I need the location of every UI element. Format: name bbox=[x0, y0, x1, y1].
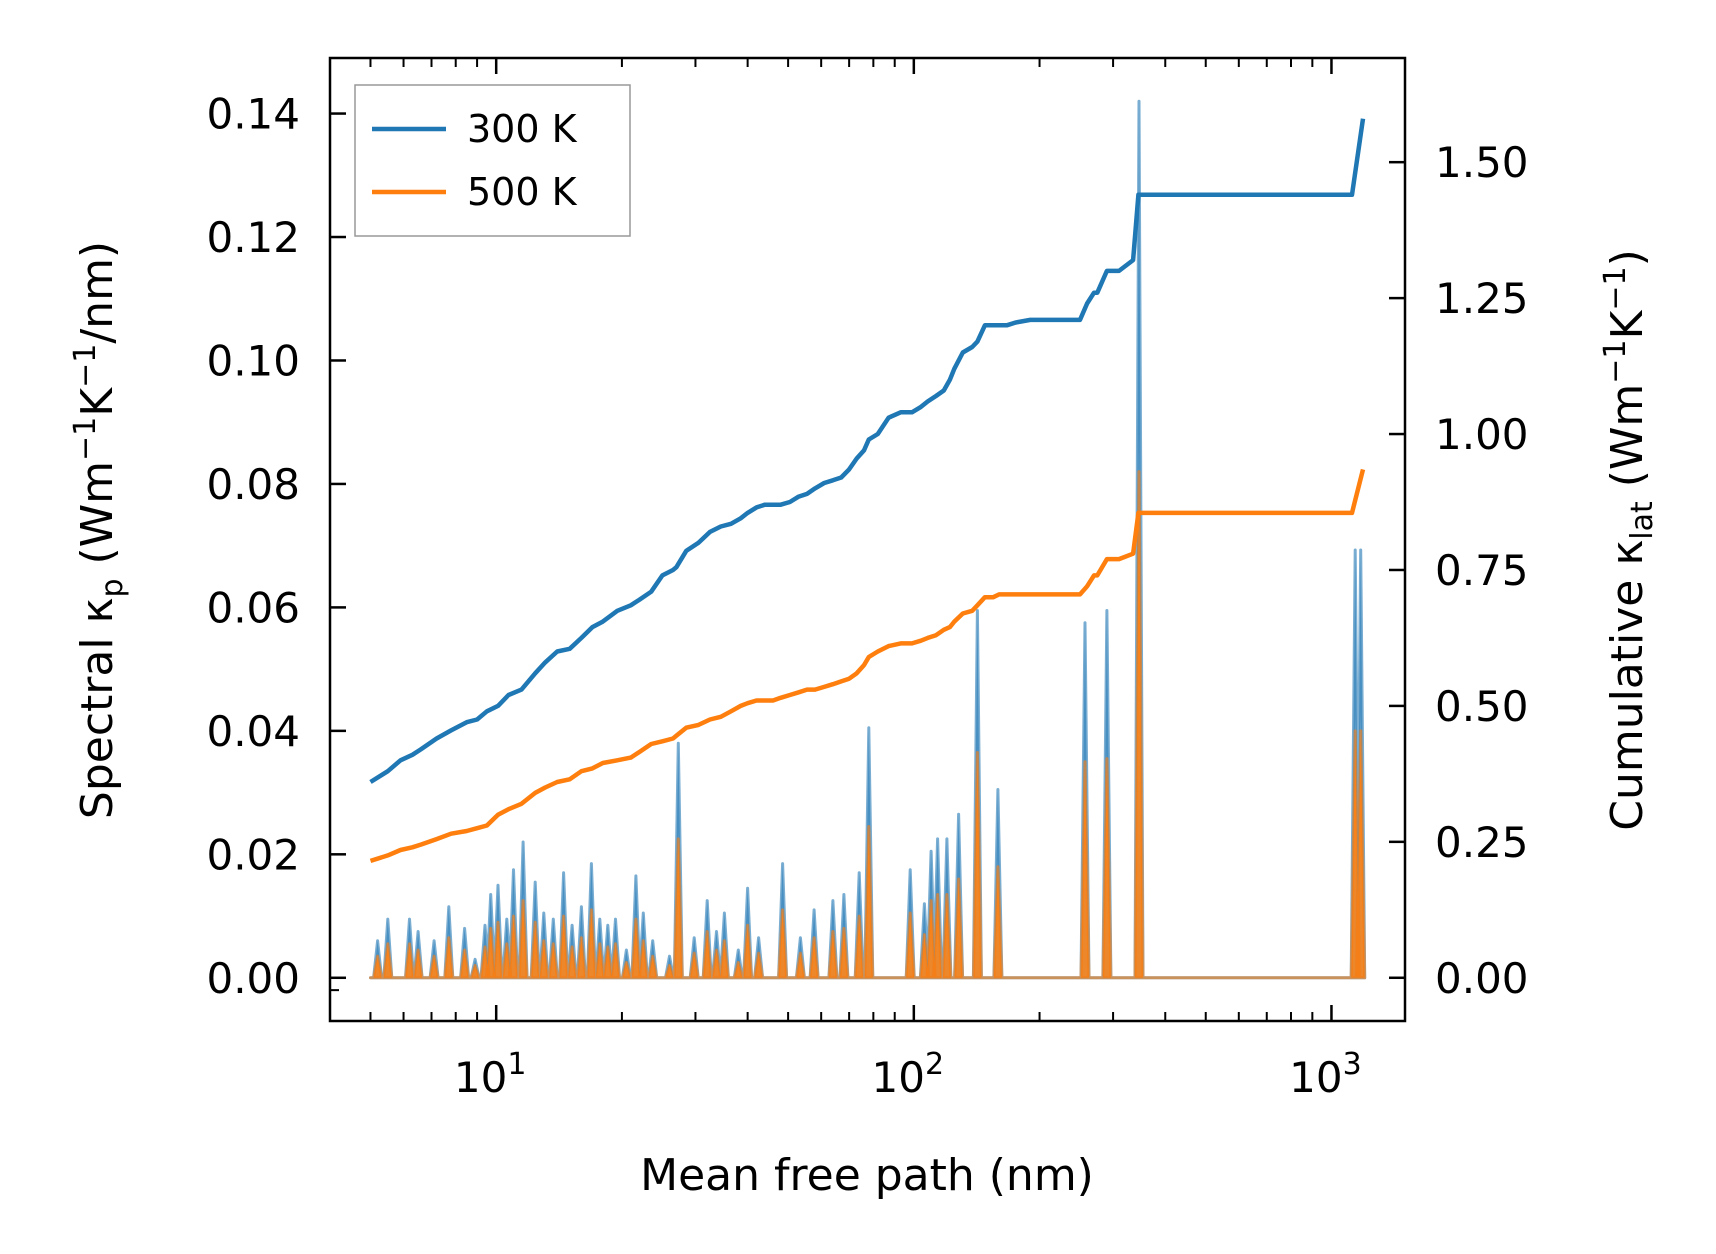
right-y-label-sub: lat bbox=[1625, 501, 1660, 540]
left-y-label-unit-c: /nm) bbox=[72, 241, 123, 344]
y-right-tick-label: 0.25 bbox=[1435, 818, 1529, 867]
left-y-axis-label: Spectral κp (Wm−1K−1/nm) bbox=[68, 241, 130, 819]
x-tick-label: 102 bbox=[872, 1047, 945, 1102]
left-y-label-sup1: −1 bbox=[68, 417, 103, 461]
left-y-label-sup2: −1 bbox=[68, 344, 103, 388]
legend: 300 K 500 K bbox=[354, 84, 631, 237]
x-tick-label-base: 10 bbox=[1289, 1053, 1342, 1102]
left-y-label-sub: p bbox=[95, 578, 130, 597]
spectral-area-500k bbox=[369, 470, 1367, 980]
x-tick-label: 103 bbox=[1289, 1047, 1362, 1102]
right-y-label-unit-b: K bbox=[1602, 309, 1653, 339]
legend-label-300k: 300 K bbox=[467, 107, 578, 151]
left-y-label-unit-b: K bbox=[72, 387, 123, 417]
plot-frame bbox=[328, 56, 1407, 1023]
y-left-tick-label: 0.04 bbox=[206, 707, 300, 756]
y-left-tick-label: 0.02 bbox=[206, 830, 300, 879]
y-left-tick-label: 0.10 bbox=[206, 336, 300, 385]
y-right-tick-label: 1.50 bbox=[1435, 138, 1529, 187]
left-y-label-unit-a: (Wm bbox=[72, 461, 123, 579]
y-left-tick-label: 0.14 bbox=[206, 90, 300, 139]
y-left-tick-label: 0.12 bbox=[206, 213, 300, 262]
cumulative-line-500k bbox=[369, 468, 1366, 864]
left-y-label-main: Spectral κ bbox=[72, 598, 123, 820]
y-left-tick-label: 0.08 bbox=[206, 460, 300, 509]
y-right-tick-label: 0.75 bbox=[1435, 546, 1529, 595]
y-left-tick-label: 0.06 bbox=[206, 583, 300, 632]
y-right-tick-label: 0.50 bbox=[1435, 682, 1529, 731]
x-tick-label-base: 10 bbox=[454, 1053, 507, 1102]
cumulative-series-layer bbox=[369, 118, 1366, 864]
legend-box bbox=[354, 84, 631, 237]
x-tick-label: 101 bbox=[454, 1047, 527, 1102]
right-y-label-sup2: −1 bbox=[1598, 266, 1633, 310]
left-y-axis-ticks: 0.00 0.02 0.04 0.06 0.08 0.10 0.12 0.14 bbox=[206, 90, 346, 1022]
right-y-label-unit-c: ) bbox=[1602, 249, 1653, 266]
x-axis-label: Mean free path (nm) bbox=[640, 1150, 1094, 1201]
x-axis-ticks: 101 102 103 bbox=[329, 58, 1362, 1102]
right-y-label-unit-a: (Wm bbox=[1602, 384, 1653, 502]
x-tick-label-base: 10 bbox=[872, 1053, 925, 1102]
cumulative-line-300k bbox=[369, 118, 1366, 784]
y-right-tick-label: 1.00 bbox=[1435, 410, 1529, 459]
y-right-tick-label: 1.25 bbox=[1435, 274, 1529, 323]
y-left-tick-label: 0.00 bbox=[206, 954, 300, 1003]
right-y-label-sup1: −1 bbox=[1598, 339, 1633, 383]
x-tick-label-exponent: 1 bbox=[507, 1047, 526, 1082]
y-right-tick-label: 0.00 bbox=[1435, 954, 1529, 1003]
right-y-axis-label: Cumulative κlat (Wm−1K−1) bbox=[1598, 249, 1660, 831]
spectral-series-layer bbox=[369, 99, 1367, 980]
right-y-axis-ticks: 0.00 0.25 0.50 0.75 1.00 1.25 1.50 bbox=[1389, 138, 1529, 1003]
legend-label-500k: 500 K bbox=[467, 170, 578, 214]
x-tick-label-exponent: 2 bbox=[925, 1047, 944, 1082]
x-tick-label-exponent: 3 bbox=[1343, 1047, 1362, 1082]
right-y-label-main: Cumulative κ bbox=[1602, 540, 1653, 831]
